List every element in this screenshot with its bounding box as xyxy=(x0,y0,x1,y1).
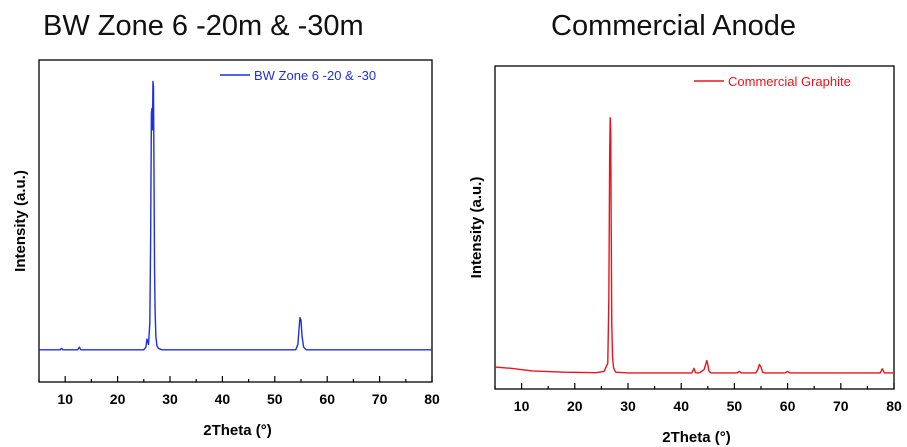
x-tick-label: 10 xyxy=(57,391,73,407)
x-tick-label: 50 xyxy=(267,391,283,407)
x-tick-label: 40 xyxy=(673,398,689,414)
x-tick-label: 40 xyxy=(215,391,231,407)
x-tick-label: 80 xyxy=(886,398,902,414)
chart-panel-left: BW Zone 6 -20m & -30m 10 20 30 40 50 60 70 80 2T… xyxy=(0,0,450,447)
x-tick-label: 20 xyxy=(110,391,126,407)
chart-panel-right: Commercial Anode 10 20 30 40 50 60 70 80 2Theta … xyxy=(455,0,907,447)
chart-svg: 10 20 30 40 50 60 70 80 2Theta (°) Intensity (a.u… xyxy=(12,59,440,439)
x-tick-label: 80 xyxy=(424,391,440,407)
chart-title: BW Zone 6 -20m & -30m xyxy=(43,10,364,42)
y-axis-title: Intensity (a.u.) xyxy=(468,177,485,279)
x-tick-label: 50 xyxy=(727,398,743,414)
legend-label: Commercial Graphite xyxy=(728,74,851,89)
x-tick-label: 60 xyxy=(319,391,335,407)
x-tick-label: 30 xyxy=(162,391,178,407)
x-axis-title: 2Theta (°) xyxy=(662,429,731,446)
chart-title: Commercial Anode xyxy=(551,10,796,42)
x-tick-label: 30 xyxy=(620,398,636,414)
x-tick-label: 70 xyxy=(372,391,388,407)
series-line xyxy=(494,116,894,374)
legend-label: BW Zone 6 -20 & -30 xyxy=(254,68,376,83)
x-tick-label: 10 xyxy=(514,398,530,414)
x-tick-label: 70 xyxy=(833,398,849,414)
plot-frame xyxy=(38,59,433,383)
series-line xyxy=(39,80,432,351)
y-axis-title: Intensity (a.u.) xyxy=(12,170,29,272)
x-axis-title: 2Theta (°) xyxy=(203,422,272,439)
x-tick-label: 20 xyxy=(567,398,583,414)
x-tick-label: 60 xyxy=(780,398,796,414)
plot-frame xyxy=(494,65,895,390)
chart-svg: 10 20 30 40 50 60 70 80 2Theta (°) Intensity (a.u… xyxy=(468,65,902,446)
